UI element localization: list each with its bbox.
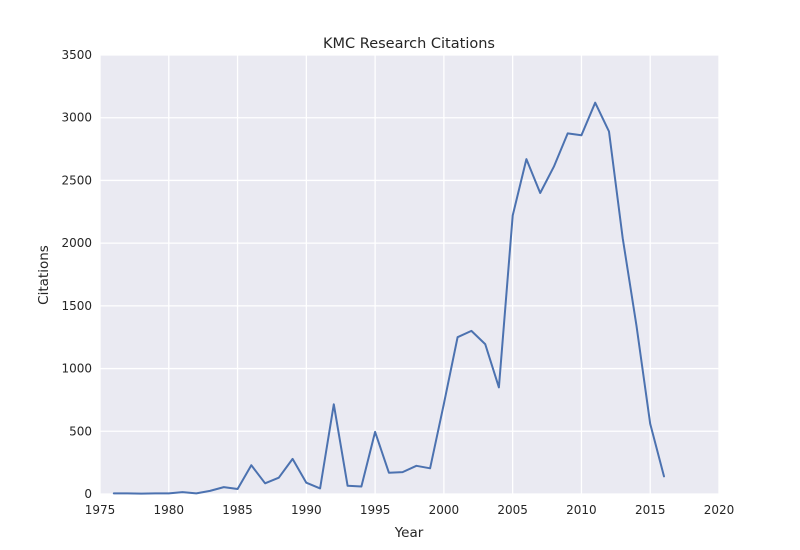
y-tick-label: 3500 — [61, 48, 92, 62]
plot-area — [100, 55, 719, 494]
x-tick-label: 1990 — [291, 503, 322, 517]
x-tick-label: 1995 — [360, 503, 391, 517]
x-tick-label: 1975 — [85, 503, 116, 517]
y-tick-label: 0 — [84, 487, 92, 501]
y-tick-label: 3000 — [61, 111, 92, 125]
y-tick-label: 500 — [69, 424, 92, 438]
series-layer — [112, 101, 665, 495]
vertical-gridlines — [99, 55, 720, 494]
x-tick-labels: 1975 1980 1985 1990 1995 2000 2005 2010 2015 2020 — [85, 503, 735, 517]
x-tick-label: 2005 — [497, 503, 528, 517]
y-tick-label: 2000 — [61, 236, 92, 250]
x-tick-label: 2015 — [635, 503, 666, 517]
y-tick-label: 1000 — [61, 362, 92, 376]
series-line — [112, 101, 665, 495]
y-tick-labels: 0 500 1000 1500 2000 2500 3000 3500 — [61, 48, 92, 501]
x-tick-label: 2010 — [566, 503, 597, 517]
x-tick-label: 2020 — [704, 503, 735, 517]
chart-title: KMC Research Citations — [323, 36, 495, 52]
x-tick-label: 1985 — [222, 503, 253, 517]
x-tick-label: 1980 — [154, 503, 185, 517]
x-axis-label: Year — [394, 525, 424, 541]
y-tick-label: 1500 — [61, 299, 92, 313]
horizontal-gridlines — [100, 54, 719, 495]
x-tick-label: 2000 — [429, 503, 460, 517]
y-axis-label: Citations — [36, 245, 52, 305]
y-tick-label: 2500 — [61, 173, 92, 187]
